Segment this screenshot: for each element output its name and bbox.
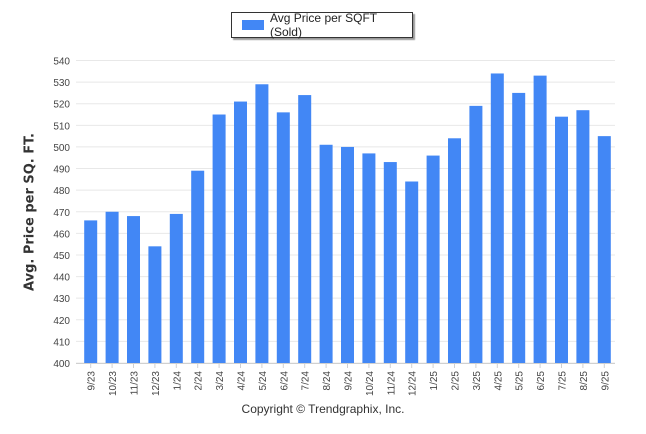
x-tick-label: 9/23 [87, 371, 98, 391]
x-tick-label: 2/25 [451, 371, 462, 391]
y-tick-label: 500 [53, 143, 70, 154]
y-tick-label: 450 [53, 251, 70, 262]
y-tick-label: 480 [53, 186, 70, 197]
bar[interactable] [490, 73, 504, 363]
legend-label: Avg Price per SQFT (Sold) [269, 11, 377, 39]
x-tick-label: 11/23 [130, 371, 141, 396]
y-tick-label: 510 [53, 121, 70, 132]
x-tick-label: 11/24 [386, 371, 397, 396]
bar[interactable] [576, 110, 590, 363]
x-tick-label: 1/24 [172, 371, 183, 391]
bar[interactable] [234, 101, 247, 363]
x-tick-label: 1/25 [429, 371, 440, 391]
y-tick-label: 520 [53, 100, 70, 111]
bar[interactable] [597, 136, 611, 363]
x-axis-ticks: 9/23 10/23 11/23 12/23 1/24 2/24 3/24 4/24 5/24 6… [87, 371, 612, 396]
legend-swatch [242, 20, 264, 30]
x-tick-label: 7/24 [301, 371, 312, 391]
bar[interactable] [84, 220, 98, 363]
copyright: Copyright © Trendgraphix, Inc. [241, 402, 405, 416]
y-tick-label: 540 [53, 57, 70, 68]
x-tick-label: 12/24 [408, 371, 419, 396]
y-tick-label: 400 [53, 359, 70, 370]
bar[interactable] [319, 144, 333, 363]
x-tick-label: 12/23 [151, 371, 162, 396]
bar[interactable] [341, 146, 354, 363]
bar[interactable] [469, 105, 483, 363]
x-tick-label: 9/24 [344, 371, 355, 391]
y-axis-ticks: 400 410 420 430 440 450 460 470 480 490 500 510 520 5… [53, 57, 70, 371]
bars [84, 73, 611, 364]
x-tick-label: 5/25 [515, 371, 526, 391]
bar[interactable] [105, 211, 119, 363]
bar[interactable] [191, 170, 205, 363]
bar[interactable] [555, 116, 568, 363]
x-tick-label: 5/24 [258, 371, 269, 391]
bar[interactable] [148, 246, 162, 363]
x-tick-label: 4/24 [237, 371, 248, 391]
bar[interactable] [383, 162, 397, 363]
x-tick-label: 10/23 [108, 371, 119, 396]
bar[interactable] [426, 155, 440, 363]
bar[interactable] [512, 92, 526, 364]
y-tick-label: 420 [53, 316, 70, 327]
bar[interactable] [533, 75, 547, 363]
bar[interactable] [127, 216, 140, 363]
y-tick-label: 470 [53, 208, 70, 219]
x-tick-label: 9/25 [600, 371, 611, 391]
y-tick-label: 410 [53, 337, 70, 348]
x-tick-label: 8/24 [322, 371, 333, 391]
y-tick-label: 440 [53, 273, 70, 284]
bar[interactable] [405, 181, 419, 364]
x-tick-label: 3/24 [215, 371, 226, 391]
y-tick-label: 490 [53, 165, 70, 176]
bar[interactable] [362, 153, 376, 363]
bar[interactable] [255, 84, 269, 364]
bar[interactable] [276, 112, 290, 363]
x-tick-label: 10/24 [365, 371, 376, 396]
bar[interactable] [169, 213, 183, 363]
x-tick-label: 8/25 [579, 371, 590, 391]
x-tick-label: 6/24 [279, 371, 290, 391]
x-tick-label: 6/25 [536, 371, 547, 391]
x-tick-label: 2/24 [194, 371, 205, 391]
legend: Avg Price per SQFT (Sold) [231, 11, 413, 39]
x-axis [76, 363, 615, 368]
x-tick-label: 4/25 [493, 371, 504, 391]
x-tick-label: 7/25 [558, 371, 569, 391]
y-tick-label: 460 [53, 229, 70, 240]
y-tick-label: 430 [53, 294, 70, 305]
bar[interactable] [298, 95, 312, 364]
bar[interactable] [448, 138, 461, 363]
y-tick-label: 530 [53, 78, 70, 89]
x-tick-label: 3/25 [472, 371, 483, 391]
bar[interactable] [212, 114, 226, 364]
